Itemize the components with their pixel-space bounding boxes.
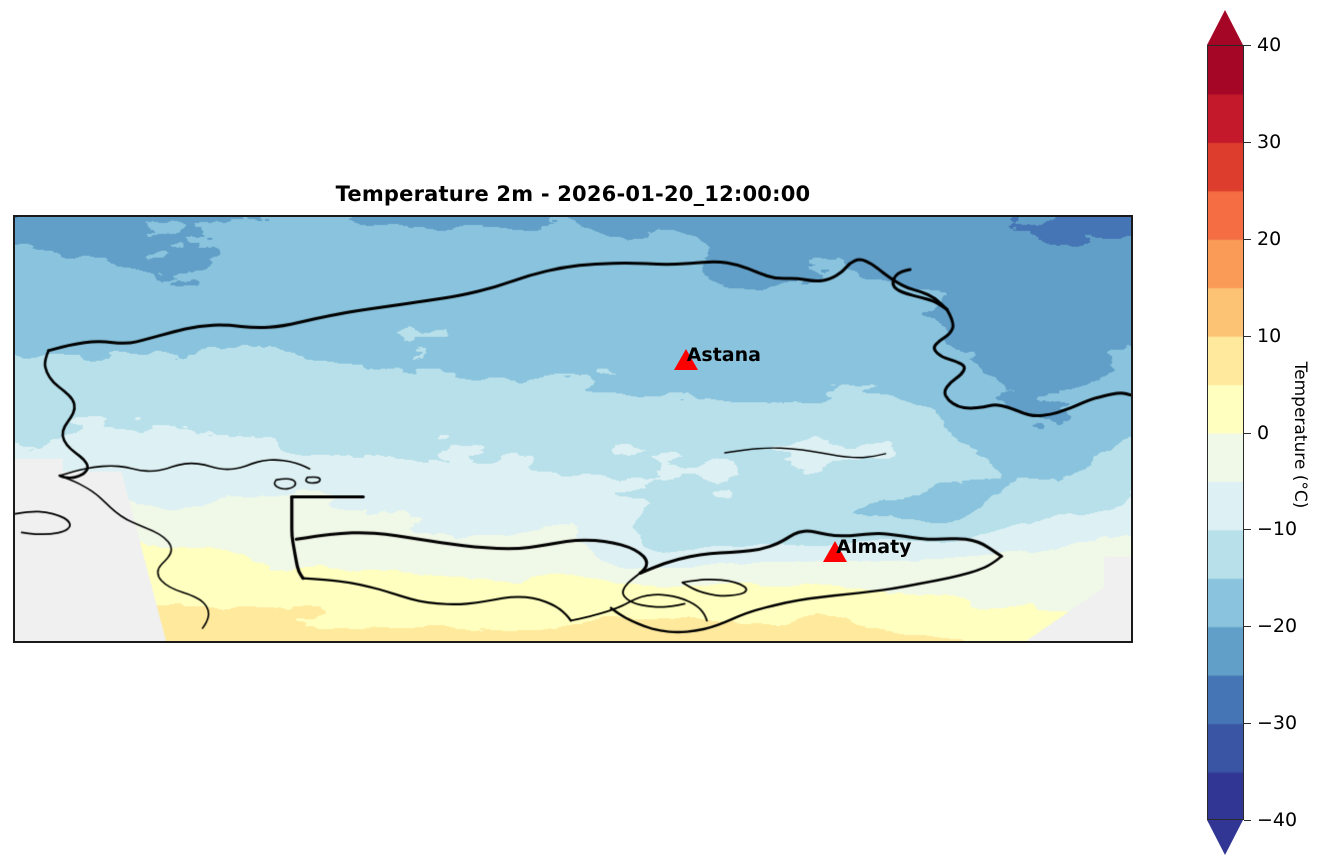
triangle-marker-icon <box>823 540 848 562</box>
colorbar-tick-label: 0 <box>1257 421 1270 444</box>
colorbar[interactable]: 40 30 20 10 0 −10 −20 −30 −40 <box>1207 10 1297 855</box>
colorbar-extend-bottom-icon <box>1207 820 1243 855</box>
colorbar-extend-top-icon <box>1207 10 1243 45</box>
city-label: Astana <box>686 344 761 367</box>
colorbar-tick <box>1244 141 1251 143</box>
colorbar-tick-label: −30 <box>1257 712 1298 735</box>
city-marker-almaty[interactable]: Almaty <box>823 537 912 562</box>
colorbar-tick <box>1244 529 1251 531</box>
colorbar-tick-label: 30 <box>1257 130 1282 153</box>
colorbar-tick-label: −40 <box>1257 809 1298 831</box>
colorbar-tick <box>1244 723 1251 725</box>
map-axes[interactable]: Astana Almaty <box>13 215 1133 643</box>
colorbar-tick-label: 40 <box>1257 34 1282 56</box>
colorbar-tick-label: 20 <box>1257 227 1282 250</box>
colorbar-tick <box>1244 432 1251 434</box>
city-marker-astana[interactable]: Astana <box>673 346 761 371</box>
colorbar-tick-label: −10 <box>1257 518 1298 541</box>
colorbar-tick <box>1244 45 1251 46</box>
triangle-marker-icon <box>673 349 698 371</box>
colorbar-tick <box>1244 820 1251 821</box>
colorbar-tick-label: 10 <box>1257 324 1282 347</box>
colorbar-axis-label: Temperature (°C) <box>1290 361 1310 509</box>
colorbar-tick <box>1244 238 1251 240</box>
colorbar-gradient <box>1207 45 1244 820</box>
temperature-field <box>15 217 1131 641</box>
colorbar-tick <box>1244 335 1251 337</box>
colorbar-tick-label: −20 <box>1257 615 1298 638</box>
colorbar-tick <box>1244 626 1251 628</box>
page-title: Temperature 2m - 2026-01-20_12:00:00 <box>335 182 811 206</box>
city-label: Almaty <box>836 535 912 558</box>
